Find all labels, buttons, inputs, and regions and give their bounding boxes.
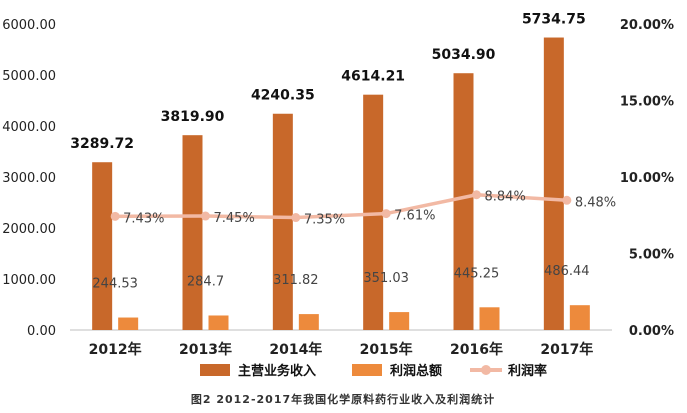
y-left-tick-label: 5000.00: [2, 69, 56, 84]
profit-data-label: 311.82: [273, 273, 319, 288]
profit-data-label: 486.44: [544, 264, 590, 279]
profit-rate-line: [110, 190, 572, 223]
profit-rate-point: [110, 211, 120, 221]
profit-rate-label: 7.35%: [304, 213, 345, 228]
profit-bars: [118, 305, 590, 330]
y-left-tick-label: 0.00: [27, 324, 56, 339]
profit-rate-point: [472, 190, 481, 200]
revenue-bar: [543, 37, 564, 331]
profit-bar: [569, 305, 590, 330]
profit-rate-label: 7.61%: [394, 209, 435, 224]
profit-bar: [479, 307, 500, 330]
profit-data-label: 445.25: [454, 266, 500, 281]
profit-bar: [118, 317, 139, 330]
revenue-data-label: 4240.35: [251, 88, 315, 104]
y-right-tick-label: 0.00%: [629, 324, 674, 339]
revenue-bar: [453, 73, 474, 331]
axes: 0.00 1000.00 2000.00 3000.00 4000.00 5000.00 6…: [2, 18, 674, 358]
x-tick-label: 2017年: [540, 341, 593, 358]
y-left-tick-label: 4000.00: [2, 120, 56, 135]
x-tick-label: 2014年: [269, 341, 322, 358]
revenue-data-label: 5034.90: [432, 47, 496, 63]
profit-rate-point: [201, 211, 210, 221]
chart-caption: 图2 2012-2017年我国化学原料药行业收入及利润统计: [191, 392, 495, 406]
y-right-tick-label: 5.00%: [629, 248, 674, 263]
profit-rate-label: 8.84%: [485, 190, 526, 205]
profit-rate-point: [562, 195, 572, 205]
data-labels: 3289.72 3819.90 4240.35 4614.21 5034.90 5734.…: [70, 12, 616, 292]
x-tick-label: 2012年: [89, 341, 142, 358]
revenue-data-label: 4614.21: [341, 69, 405, 85]
y-left-tick-label: 6000.00: [2, 18, 56, 33]
revenue-data-label: 3289.72: [70, 136, 134, 152]
profit-data-label: 284.7: [187, 274, 224, 289]
profit-rate-polyline: [115, 192, 567, 220]
legend-swatch: [200, 364, 230, 376]
y-left-tick-label: 3000.00: [2, 171, 56, 186]
legend-swatch-marker: [481, 365, 491, 375]
x-tick-label: 2013年: [179, 341, 232, 358]
profit-rate-point: [291, 213, 301, 223]
revenue-data-label: 5734.75: [522, 12, 586, 28]
x-tick-label: 2016年: [450, 341, 503, 358]
profit-bar: [298, 314, 319, 330]
revenue-bar: [272, 113, 293, 330]
profit-rate-label: 7.43%: [123, 211, 164, 226]
profit-bar: [389, 312, 410, 330]
profit-rate-label: 7.45%: [214, 211, 255, 226]
y-right-tick-label: 20.00%: [620, 18, 674, 33]
legend-label: 利润总额: [390, 363, 442, 379]
legend-label: 主营业务收入: [238, 363, 316, 379]
profit-bar: [208, 315, 229, 330]
y-right-tick-label: 15.00%: [620, 95, 674, 110]
y-right-tick-label: 10.00%: [620, 171, 674, 186]
revenue-bar: [363, 94, 384, 330]
y-left-tick-label: 2000.00: [2, 222, 56, 237]
x-tick-label: 2015年: [360, 341, 413, 358]
profit-data-label: 244.53: [92, 277, 138, 292]
y-left-tick-label: 1000.00: [2, 273, 56, 288]
legend: 主营业务收入 利润总额 利润率: [200, 363, 547, 379]
legend-swatch: [352, 364, 382, 376]
revenue-bar: [92, 162, 113, 330]
profit-data-label: 351.03: [363, 271, 409, 286]
revenue-bar: [182, 135, 203, 330]
legend-label: 利润率: [508, 363, 547, 379]
revenue-bars: [92, 37, 564, 331]
profit-rate-label: 8.48%: [575, 195, 616, 210]
revenue-data-label: 3819.90: [161, 109, 225, 125]
profit-rate-point: [381, 209, 391, 219]
